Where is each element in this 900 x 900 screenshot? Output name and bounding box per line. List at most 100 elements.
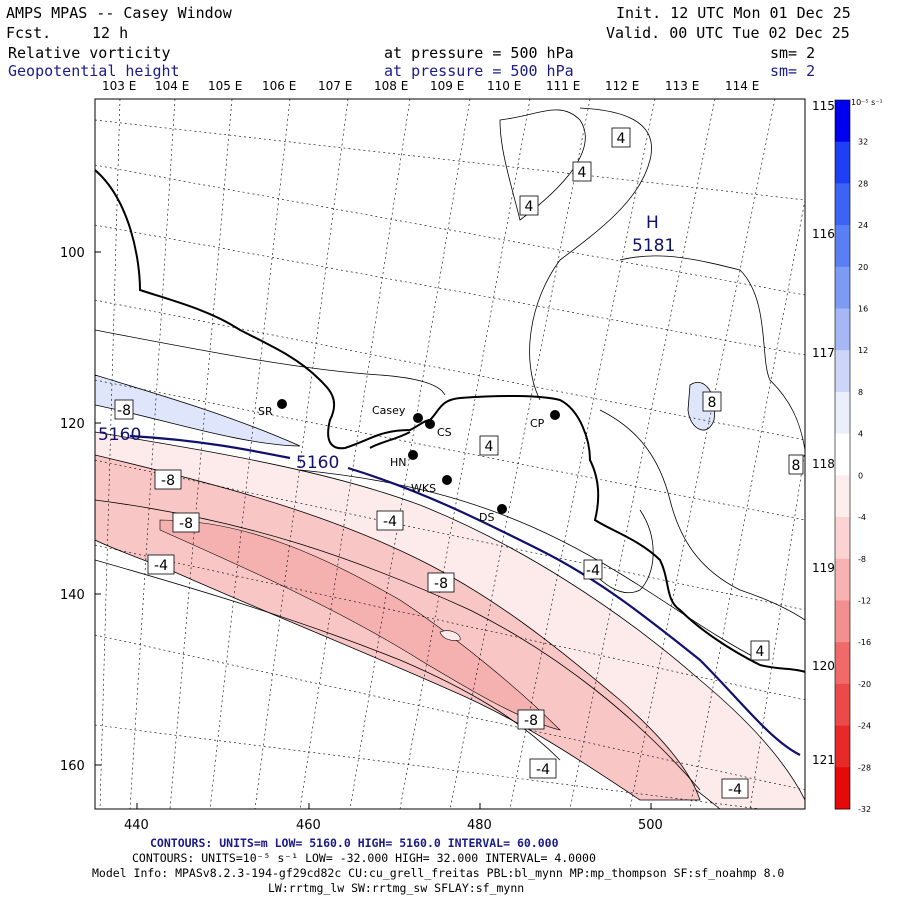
colorbar-swatch <box>835 683 850 727</box>
contour-label: 4 <box>617 131 626 147</box>
lon-label: 113 E <box>665 79 699 93</box>
station-label: CP <box>530 417 545 430</box>
colorbar-tick-label: -20 <box>858 680 871 689</box>
lon-label: 103 E <box>102 79 136 93</box>
contour-label: 4 <box>525 199 534 215</box>
station-marker <box>550 410 560 420</box>
lon-label: 105 E <box>208 79 242 93</box>
colorbar-tick-label: 12 <box>858 346 868 355</box>
station-marker <box>277 399 287 409</box>
colorbar-swatch <box>835 350 850 393</box>
field1-name: Relative vorticity <box>8 44 171 62</box>
field2-name: Geopotential height <box>8 62 180 80</box>
station-marker <box>425 419 435 429</box>
contour-label: -8 <box>161 473 175 489</box>
colorbar-tick-label: 24 <box>858 221 868 230</box>
field1-level: at pressure = 500 hPa <box>384 44 574 62</box>
x-tick-label: 500 <box>638 818 663 833</box>
colorbar-swatch <box>835 767 850 810</box>
colorbar-tick-label: 16 <box>858 305 868 314</box>
colorbar-tick-label: 20 <box>858 263 868 272</box>
colorbar-tick-label: 8 <box>858 388 863 397</box>
colorbar-swatch <box>835 642 850 685</box>
colorbar-tick-label: 4 <box>858 430 863 439</box>
colorbar-swatch <box>835 475 850 518</box>
x-tick-label: 460 <box>296 818 321 833</box>
contour-label: 8 <box>792 458 801 474</box>
station-label: SR <box>258 405 273 418</box>
station-marker <box>442 475 452 485</box>
x-tick-label: 440 <box>124 818 149 833</box>
colorbar-swatch <box>835 141 850 184</box>
colorbar-tick-label: -32 <box>858 805 871 814</box>
colorbar-tick-label: -4 <box>858 513 866 522</box>
lon-label: 107 E <box>318 79 352 93</box>
contour-label: -4 <box>154 558 168 574</box>
contour-label: 4 <box>485 439 494 455</box>
colorbar: 32 28 24 20 16 12 8 4 0 -4 -8 -12 -16 -20 -24 -28 -32 <box>834 99 871 814</box>
contour-label: -4 <box>586 563 600 579</box>
height-contour-label: 5160 <box>98 425 141 445</box>
y-tick-label: 160 <box>60 759 85 774</box>
colorbar-swatch <box>835 100 850 143</box>
station-label: Casey <box>372 404 406 417</box>
vorticity-contour-info: CONTOURS: UNITS=10⁻⁵ s⁻¹ LOW= -32.000 HI… <box>132 851 596 865</box>
contour-label: -4 <box>536 762 550 778</box>
station-marker <box>413 413 423 423</box>
colorbar-swatch <box>835 183 850 226</box>
field2-smoothing: sm= 2 <box>770 62 816 80</box>
field1-smoothing: sm= 2 <box>770 44 816 62</box>
forecast-value: 12 h <box>92 24 129 42</box>
colorbar-tick-label: -12 <box>858 596 871 605</box>
field2-level: at pressure = 500 hPa <box>384 62 574 80</box>
colorbar-swatch <box>835 517 850 560</box>
y-tick-label: 120 <box>60 417 85 432</box>
colorbar-tick-label: 28 <box>858 179 868 188</box>
contour-label: 8 <box>708 395 717 411</box>
colorbar-tick-label: -24 <box>858 722 871 731</box>
colorbar-swatch <box>835 433 850 476</box>
y-tick-label: 100 <box>60 246 85 261</box>
lon-label: 112 E <box>605 79 639 93</box>
colorbar-swatch <box>835 225 850 268</box>
colorbar-tick-label: -28 <box>858 763 871 772</box>
lon-label: 104 E <box>155 79 189 93</box>
colorbar-swatch <box>835 266 850 310</box>
station-label: CS <box>437 426 452 439</box>
height-contour-info: CONTOURS: UNITS=m LOW= 5160.0 HIGH= 5160… <box>150 836 559 850</box>
colorbar-tick-label: 0 <box>858 471 863 480</box>
contour-label: -8 <box>524 713 538 729</box>
colorbar-unit: 10⁻⁵ s⁻¹ <box>851 98 883 107</box>
contour-label: 4 <box>578 165 587 181</box>
colorbar-tick-label: -8 <box>858 555 866 564</box>
model-info: Model Info: MPASv8.2.3-194-gf29cd82c CU:… <box>92 866 785 880</box>
valid-time: Valid. 00 UTC Tue 02 Dec 25 <box>606 24 850 42</box>
lon-label: 109 E <box>430 79 464 93</box>
station-label: WKS <box>411 482 436 495</box>
height-contour-label: 5160 <box>296 453 339 473</box>
map-title: AMPS MPAS -- Casey Window <box>6 4 232 22</box>
station-label: HN <box>390 456 407 469</box>
contour-label: 4 <box>756 644 765 660</box>
colorbar-swatch <box>835 725 850 768</box>
colorbar-tick-label: -16 <box>858 638 871 647</box>
init-time: Init. 12 UTC Mon 01 Dec 25 <box>616 4 851 22</box>
colorbar-swatch <box>835 308 850 351</box>
contour-label: -8 <box>179 516 193 532</box>
station-label: DS <box>479 511 494 524</box>
y-tick-label: 140 <box>60 588 85 603</box>
lon-label: 114 E <box>725 79 759 93</box>
colorbar-swatch <box>835 391 850 435</box>
contour-label: -8 <box>117 403 131 419</box>
lon-label: 108 E <box>374 79 408 93</box>
contour-label: -4 <box>383 514 397 530</box>
lon-label: 111 E <box>546 79 580 93</box>
x-tick-label: 480 <box>467 818 492 833</box>
colorbar-swatch <box>835 558 850 601</box>
height-max-label: 5181 <box>632 236 675 256</box>
contour-label: -8 <box>434 576 448 592</box>
high-pressure-marker: H <box>646 213 659 233</box>
lon-label: 106 E <box>262 79 296 93</box>
contour-label: -4 <box>728 782 742 798</box>
